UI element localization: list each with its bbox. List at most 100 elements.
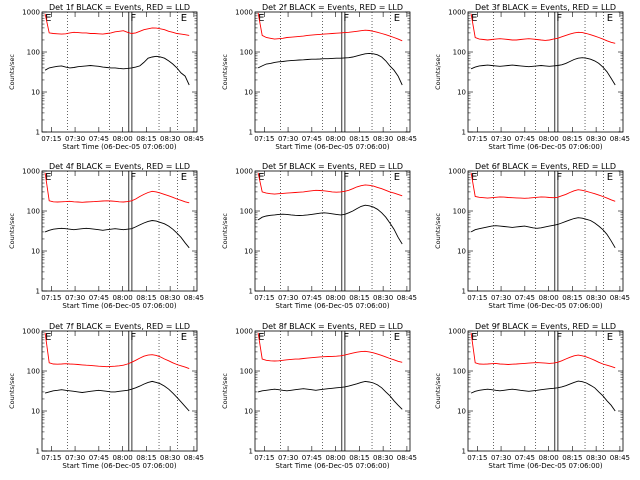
- lld-series-line: [257, 12, 403, 42]
- x-tick-label: 08:15: [136, 294, 156, 302]
- y-tick-label: 100: [453, 368, 466, 376]
- y-tick-label: 100: [240, 368, 253, 376]
- y-tick-label: 1000: [22, 9, 40, 17]
- x-tick-label: 08:45: [184, 135, 204, 143]
- detector-chart-3: Det 3f BLACK = Events, RED = LLD 1 10 100 10…: [434, 3, 630, 151]
- chart-title: Det 7f BLACK = Events, RED = LLD: [49, 322, 190, 331]
- detector-chart-6: Det 6f BLACK = Events, RED = LLD 1 10 100 10…: [434, 162, 630, 310]
- events-series-line: [470, 217, 616, 249]
- lld-series-line: [470, 13, 616, 44]
- x-tick-label: 08:15: [562, 294, 582, 302]
- x-axis-label: Start Time (06-Dec-05 07:06:00): [275, 462, 389, 470]
- chart-title: Det 1f BLACK = Events, RED = LLD: [49, 3, 190, 12]
- lld-series-line: [44, 172, 190, 204]
- x-tick-label: 07:15: [41, 454, 61, 462]
- events-series-line: [257, 204, 403, 245]
- segment-marker-letter: E: [181, 332, 187, 343]
- events-series-line: [257, 52, 403, 86]
- x-tick-label: 08:45: [610, 294, 630, 302]
- events-series-line: [44, 220, 190, 249]
- y-tick-label: 100: [240, 208, 253, 216]
- x-tick-label: 08:00: [326, 135, 346, 143]
- segment-marker-letter: F: [556, 172, 562, 183]
- y-tick-label: 10: [31, 89, 40, 97]
- chart-title: Det 5f BLACK = Events, RED = LLD: [262, 162, 403, 171]
- x-tick-label: 08:30: [373, 454, 393, 462]
- y-axis-label: Counts/sec: [434, 213, 442, 249]
- y-tick-label: 1000: [22, 168, 40, 176]
- y-tick-label: 10: [457, 248, 466, 256]
- segment-marker-letter: F: [130, 332, 136, 343]
- y-axis-label: Counts/sec: [221, 213, 229, 249]
- y-tick-label: 1: [36, 288, 40, 296]
- plot-frame: [467, 330, 624, 452]
- segment-marker-letter: E: [181, 13, 187, 24]
- x-tick-label: 08:45: [610, 135, 630, 143]
- x-tick-label: 07:45: [302, 454, 322, 462]
- x-tick-label: 07:45: [89, 294, 109, 302]
- plot-frame: [467, 11, 624, 133]
- lld-series-line: [257, 332, 403, 363]
- segment-marker-letter: F: [130, 13, 136, 24]
- y-tick-label: 1000: [235, 9, 253, 17]
- x-tick-label: 08:30: [586, 454, 606, 462]
- x-tick-label: 08:30: [373, 294, 393, 302]
- y-tick-label: 10: [457, 408, 466, 416]
- x-tick-label: 08:30: [373, 135, 393, 143]
- x-axis-label: Start Time (06-Dec-05 07:06:00): [488, 302, 602, 310]
- x-tick-label: 08:45: [184, 294, 204, 302]
- segment-marker-letter: E: [471, 13, 477, 24]
- x-tick-label: 07:30: [491, 294, 511, 302]
- segment-marker-letter: E: [45, 332, 51, 343]
- x-tick-label: 08:15: [136, 135, 156, 143]
- x-tick-label: 08:15: [136, 454, 156, 462]
- x-axis-label: Start Time (06-Dec-05 07:06:00): [275, 302, 389, 310]
- x-tick-label: 08:00: [539, 454, 559, 462]
- segment-marker-letter: E: [45, 13, 51, 24]
- x-tick-label: 08:00: [113, 294, 133, 302]
- segment-marker-letter: E: [258, 13, 264, 24]
- x-tick-label: 07:15: [41, 294, 61, 302]
- detector-chart-8: Det 8f BLACK = Events, RED = LLD 1 10 100 10…: [221, 322, 417, 470]
- x-tick-label: 07:30: [491, 135, 511, 143]
- x-tick-label: 07:30: [65, 135, 85, 143]
- x-tick-label: 08:15: [349, 135, 369, 143]
- chart-title: Det 9f BLACK = Events, RED = LLD: [475, 322, 616, 331]
- y-tick-label: 1: [462, 288, 466, 296]
- events-series-line: [257, 380, 403, 410]
- y-tick-label: 1000: [448, 168, 466, 176]
- chart-title: Det 4f BLACK = Events, RED = LLD: [49, 162, 190, 171]
- plot-frame: [254, 330, 411, 452]
- chart-title: Det 3f BLACK = Events, RED = LLD: [475, 3, 616, 12]
- lld-series-line: [44, 332, 190, 370]
- segment-marker-letter: E: [45, 172, 51, 183]
- plot-frame: [41, 170, 198, 292]
- x-tick-label: 07:45: [302, 135, 322, 143]
- y-tick-label: 100: [453, 208, 466, 216]
- x-tick-label: 08:15: [349, 454, 369, 462]
- x-tick-label: 07:30: [278, 454, 298, 462]
- events-series-line: [44, 55, 190, 86]
- segment-marker-letter: F: [343, 332, 349, 343]
- detector-chart-4: Det 4f BLACK = Events, RED = LLD 1 10 100 10…: [8, 162, 204, 310]
- y-axis-label: Counts/sec: [8, 54, 16, 90]
- segment-marker-letter: F: [556, 13, 562, 24]
- x-axis-label: Start Time (06-Dec-05 07:06:00): [488, 462, 602, 470]
- segment-marker-letter: E: [394, 172, 400, 183]
- y-axis-label: Counts/sec: [221, 54, 229, 90]
- segment-marker-letter: F: [343, 172, 349, 183]
- x-tick-label: 08:45: [610, 454, 630, 462]
- x-tick-label: 08:45: [397, 294, 417, 302]
- x-tick-label: 07:30: [491, 454, 511, 462]
- x-tick-label: 08:15: [349, 294, 369, 302]
- y-tick-label: 1: [249, 288, 253, 296]
- y-tick-label: 10: [31, 408, 40, 416]
- y-tick-label: 1000: [448, 328, 466, 336]
- x-tick-label: 08:30: [586, 294, 606, 302]
- y-tick-label: 1000: [235, 328, 253, 336]
- y-tick-label: 1: [462, 129, 466, 137]
- plot-frame: [41, 11, 198, 133]
- y-tick-label: 100: [453, 49, 466, 57]
- x-tick-label: 07:30: [278, 135, 298, 143]
